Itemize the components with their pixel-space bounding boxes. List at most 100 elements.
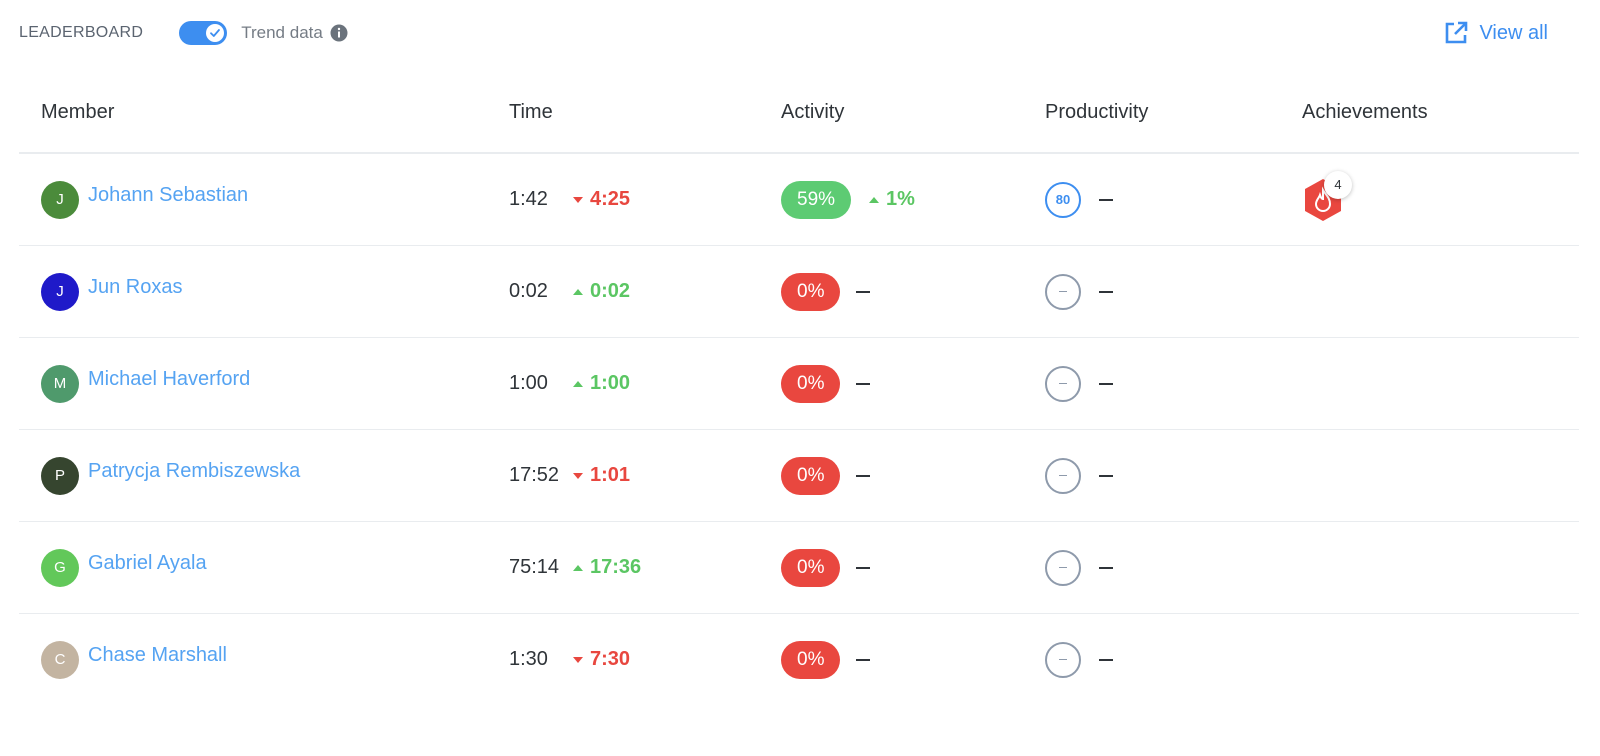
productivity-trend-empty xyxy=(1099,658,1113,661)
trend-data-toggle[interactable] xyxy=(179,21,228,45)
productivity-trend-empty xyxy=(1099,382,1113,385)
productivity-cell xyxy=(1045,246,1113,337)
achievement-count: 4 xyxy=(1324,170,1352,199)
avatar: G xyxy=(41,548,79,587)
trend-data-label: Trend data xyxy=(241,23,323,42)
view-all-label: View all xyxy=(1479,21,1548,44)
time-trend: 17:36 xyxy=(573,556,641,579)
table-row: J Jun Roxas 0:02 0:02 0% xyxy=(19,246,1579,338)
productivity-trend-empty xyxy=(1099,566,1113,569)
activity-pill: 0% xyxy=(781,640,841,679)
activity-pill: 0% xyxy=(781,456,841,495)
avatar: J xyxy=(41,272,79,311)
activity-trend-empty xyxy=(856,290,871,293)
time-cell: 1:00 1:00 xyxy=(509,338,630,429)
avatar: P xyxy=(41,456,79,495)
productivity-cell: 80 xyxy=(1045,154,1113,245)
table-row: P Patrycja Rembiszewska 17:52 1:01 0% xyxy=(19,430,1579,522)
leaderboard-title: LEADERBOARD xyxy=(19,24,144,41)
productivity-score-empty xyxy=(1045,641,1081,678)
leaderboard-table: Member Time Activity Productivity Achiev… xyxy=(19,84,1579,705)
member-name-link[interactable]: Jun Roxas xyxy=(88,276,183,298)
avatar: M xyxy=(41,364,79,403)
member-name-link[interactable]: Gabriel Ayala xyxy=(88,552,207,574)
activity-trend-empty xyxy=(856,566,871,569)
activity-trend-empty xyxy=(856,474,871,477)
member-cell: G Gabriel Ayala xyxy=(41,522,207,613)
trend-down-icon xyxy=(573,656,583,663)
column-header-member[interactable]: Member xyxy=(41,101,115,123)
time-value: 1:30 xyxy=(509,648,548,670)
productivity-trend-empty xyxy=(1099,474,1113,477)
time-cell: 1:30 7:30 xyxy=(509,614,630,705)
time-trend: 1:01 xyxy=(573,464,630,487)
column-header-achievements[interactable]: Achievements xyxy=(1302,101,1428,123)
column-header-time[interactable]: Time xyxy=(509,101,553,123)
productivity-score-empty xyxy=(1045,273,1081,310)
trend-up-icon xyxy=(573,288,583,295)
member-name-link[interactable]: Patrycja Rembiszewska xyxy=(88,460,301,482)
activity-cell: 59% 1% xyxy=(781,154,915,245)
member-cell: M Michael Haverford xyxy=(41,338,250,429)
time-cell: 1:42 4:25 xyxy=(509,154,630,245)
external-link-icon xyxy=(1446,21,1468,44)
time-cell: 17:52 1:01 xyxy=(509,430,630,521)
member-name-link[interactable]: Michael Haverford xyxy=(88,368,251,390)
productivity-score-empty xyxy=(1045,457,1081,494)
time-trend: 7:30 xyxy=(573,648,630,671)
activity-cell: 0% xyxy=(781,614,871,705)
productivity-score-empty xyxy=(1045,365,1081,402)
table-row: C Chase Marshall 1:30 7:30 0% xyxy=(19,614,1579,705)
time-value: 0:02 xyxy=(509,280,548,302)
productivity-score-empty xyxy=(1045,549,1081,586)
time-value: 17:52 xyxy=(509,464,560,486)
table-body: J Johann Sebastian 1:42 4:25 59% 1% 80 4… xyxy=(19,154,1579,705)
member-cell: P Patrycja Rembiszewska xyxy=(41,430,300,521)
info-icon[interactable] xyxy=(330,24,348,42)
productivity-cell xyxy=(1045,614,1113,705)
trend-up-icon xyxy=(573,564,583,571)
avatar: C xyxy=(41,640,79,679)
productivity-cell xyxy=(1045,338,1113,429)
time-value: 75:14 xyxy=(509,556,560,578)
activity-trend-empty xyxy=(856,382,871,385)
productivity-trend-empty xyxy=(1099,198,1113,201)
trend-down-icon xyxy=(573,472,583,479)
member-cell: J Johann Sebastian xyxy=(41,154,248,245)
column-header-activity[interactable]: Activity xyxy=(781,101,845,123)
column-header-productivity[interactable]: Productivity xyxy=(1045,101,1149,123)
table-header: Member Time Activity Productivity Achiev… xyxy=(19,84,1579,154)
time-cell: 0:02 0:02 xyxy=(509,246,630,337)
trend-down-icon xyxy=(573,196,583,203)
member-cell: C Chase Marshall xyxy=(41,614,227,705)
table-row: M Michael Haverford 1:00 1:00 0% xyxy=(19,338,1579,430)
activity-cell: 0% xyxy=(781,430,871,521)
activity-pill: 0% xyxy=(781,364,841,403)
member-name-link[interactable]: Johann Sebastian xyxy=(88,184,249,206)
activity-cell: 0% xyxy=(781,338,871,429)
member-name-link[interactable]: Chase Marshall xyxy=(88,644,227,666)
activity-pill: 0% xyxy=(781,548,841,587)
avatar: J xyxy=(41,180,79,219)
trend-up-icon xyxy=(573,380,583,387)
productivity-cell xyxy=(1045,522,1113,613)
table-row: J Johann Sebastian 1:42 4:25 59% 1% 80 4 xyxy=(19,154,1579,246)
activity-trend: 1% xyxy=(869,188,915,211)
productivity-score: 80 xyxy=(1045,181,1081,218)
time-trend: 1:00 xyxy=(573,372,630,395)
trend-up-icon xyxy=(869,196,880,203)
activity-trend-empty xyxy=(856,658,871,661)
leaderboard-toolbar: LEADERBOARD Trend data View all xyxy=(19,18,1548,48)
time-trend: 4:25 xyxy=(573,188,630,211)
productivity-trend-empty xyxy=(1099,290,1113,293)
time-trend: 0:02 xyxy=(573,280,630,303)
table-row: G Gabriel Ayala 75:14 17:36 0% xyxy=(19,522,1579,614)
time-value: 1:00 xyxy=(509,372,548,394)
view-all-link[interactable]: View all xyxy=(1443,18,1548,48)
achievement-badge[interactable]: 4 xyxy=(1302,170,1354,223)
activity-cell: 0% xyxy=(781,246,871,337)
check-icon xyxy=(206,24,225,42)
time-value: 1:42 xyxy=(509,188,548,210)
achievements-cell: 4 xyxy=(1302,154,1354,245)
activity-pill: 59% xyxy=(781,180,852,219)
